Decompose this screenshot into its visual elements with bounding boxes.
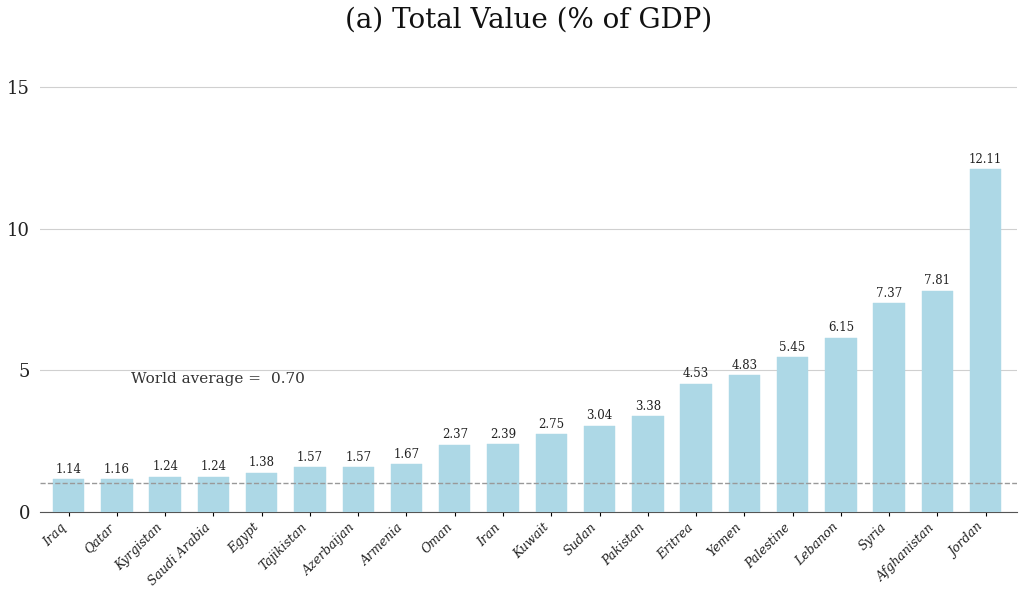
Text: 3.04: 3.04 bbox=[587, 409, 612, 422]
Bar bbox=[101, 479, 132, 512]
Text: World average =: World average = bbox=[131, 372, 261, 386]
Text: 3.38: 3.38 bbox=[635, 400, 660, 413]
Text: 5.45: 5.45 bbox=[779, 341, 806, 354]
Bar bbox=[729, 375, 760, 512]
Bar bbox=[53, 480, 84, 512]
Bar bbox=[294, 467, 326, 512]
Text: 7.37: 7.37 bbox=[876, 287, 902, 300]
Text: 1.14: 1.14 bbox=[55, 463, 82, 476]
Text: 1.24: 1.24 bbox=[153, 461, 178, 473]
Text: 6.15: 6.15 bbox=[827, 321, 854, 334]
Bar bbox=[198, 477, 229, 512]
Text: 1.16: 1.16 bbox=[103, 462, 130, 475]
Bar bbox=[825, 337, 856, 512]
Bar bbox=[680, 384, 712, 512]
Title: (a) Total Value (% of GDP): (a) Total Value (% of GDP) bbox=[345, 7, 712, 34]
Text: 1.57: 1.57 bbox=[297, 451, 323, 464]
Bar bbox=[150, 477, 181, 512]
Bar bbox=[777, 358, 808, 512]
Text: 1.24: 1.24 bbox=[201, 461, 226, 473]
Bar bbox=[584, 425, 615, 512]
Text: 4.83: 4.83 bbox=[731, 359, 758, 372]
Text: 1.57: 1.57 bbox=[345, 451, 372, 464]
Bar bbox=[922, 290, 953, 512]
Bar bbox=[873, 303, 905, 512]
Text: 0.70: 0.70 bbox=[271, 372, 305, 386]
Text: 2.75: 2.75 bbox=[539, 418, 564, 431]
Bar bbox=[343, 467, 374, 512]
Bar bbox=[632, 416, 664, 512]
Text: 2.39: 2.39 bbox=[489, 428, 516, 441]
Bar bbox=[536, 434, 567, 512]
Bar bbox=[487, 444, 519, 512]
Text: 4.53: 4.53 bbox=[683, 367, 710, 380]
Bar bbox=[970, 169, 1001, 512]
Bar bbox=[439, 444, 470, 512]
Text: 1.38: 1.38 bbox=[249, 456, 274, 469]
Bar bbox=[246, 472, 278, 512]
Text: 2.37: 2.37 bbox=[441, 428, 468, 441]
Bar bbox=[391, 465, 422, 512]
Text: 12.11: 12.11 bbox=[969, 152, 1002, 165]
Text: 1.67: 1.67 bbox=[393, 448, 420, 461]
Text: 7.81: 7.81 bbox=[925, 274, 950, 287]
